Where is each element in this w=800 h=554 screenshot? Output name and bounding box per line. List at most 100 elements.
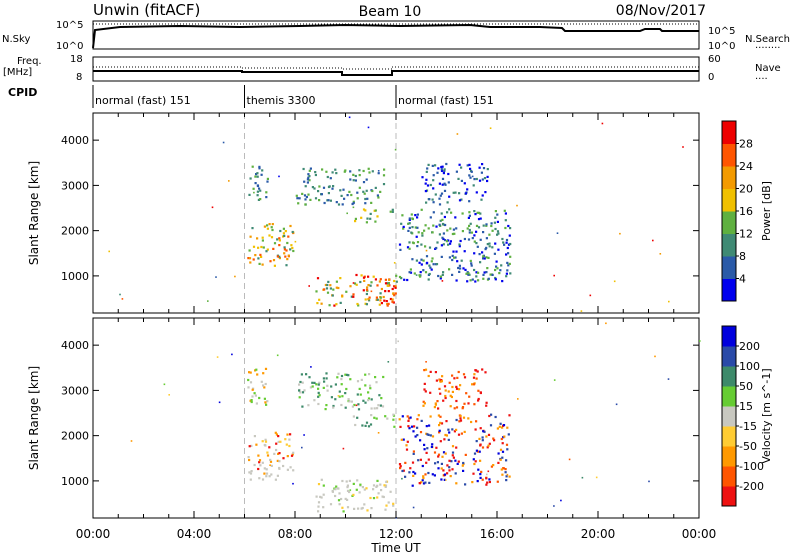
range-gate-cell (249, 261, 252, 264)
range-gate-cell (260, 380, 263, 383)
range-gate-cell (304, 198, 307, 201)
range-gate-cell (452, 250, 455, 253)
range-gate-cell (481, 251, 484, 254)
range-gate-cell (488, 242, 491, 245)
range-gate-cell (248, 458, 251, 462)
colorbar-segment (722, 346, 736, 367)
range-gate-cell (266, 400, 269, 403)
range-gate-cell (332, 185, 335, 188)
range-gate-cell (377, 432, 380, 434)
nave-line (93, 66, 699, 70)
range-gate-cell (500, 264, 503, 267)
range-gate-cell (458, 420, 461, 423)
range-gate-cell (248, 371, 251, 374)
range-gate-cell (391, 300, 394, 303)
range-gate-cell (384, 290, 387, 293)
range-gate-cell (455, 279, 458, 282)
colorbar-label: Velocity [m s^-1] (760, 368, 773, 463)
range-gate-cell (393, 262, 396, 264)
range-gate-cell (501, 473, 504, 476)
range-gate-cell (445, 434, 448, 437)
range-gate-cell (285, 443, 288, 446)
range-gate-cell (401, 477, 403, 480)
colorbar-tick-label: -100 (739, 460, 764, 473)
range-gate-cell (496, 427, 499, 430)
range-gate-cell (399, 467, 402, 470)
range-gate-cell (485, 271, 488, 274)
range-gate-cell (469, 222, 472, 225)
range-gate-cell (471, 481, 474, 484)
range-gate-cell (473, 240, 476, 243)
range-gate-cell (475, 177, 478, 181)
range-gate-cell (451, 254, 454, 257)
range-gate-cell (261, 461, 264, 464)
range-gate-cell (362, 181, 366, 184)
range-gate-cell (307, 176, 310, 179)
range-gate-cell (496, 480, 499, 483)
range-gate-cell (289, 224, 292, 228)
range-gate-cell (364, 424, 367, 427)
range-gate-cell (432, 211, 435, 214)
range-gate-cell (352, 173, 355, 176)
range-gate-cell (262, 246, 265, 249)
range-gate-cell (320, 478, 323, 481)
range-gate-cell (392, 418, 395, 421)
range-gate-cell (256, 194, 259, 197)
range-gate-cell (354, 217, 357, 220)
range-gate-cell (481, 163, 484, 166)
range-gate-cell (509, 255, 512, 258)
range-gate-cell (278, 452, 281, 455)
range-gate-cell (485, 223, 488, 226)
y-tick-label: 3000 (61, 179, 89, 192)
range-gate-cell (287, 254, 290, 257)
range-gate-cell (476, 245, 479, 248)
range-gate-cell (346, 506, 350, 509)
range-gate-cell (399, 465, 402, 468)
range-gate-cell (473, 452, 477, 455)
range-gate-cell (451, 454, 454, 457)
range-gate-cell (484, 191, 487, 194)
x-tick-label: 04:00 (177, 527, 212, 541)
range-gate-cell (284, 438, 287, 441)
range-gate-cell (457, 460, 460, 463)
range-gate-cell (427, 433, 430, 436)
range-gate-cell (351, 405, 354, 408)
range-gate-cell (329, 284, 332, 287)
colorbar-segment (722, 233, 736, 257)
range-gate-cell (373, 416, 376, 419)
range-gate-cell (457, 370, 460, 374)
range-gate-cell (459, 239, 462, 243)
range-gate-cell (505, 272, 508, 275)
range-gate-cell (276, 238, 279, 241)
range-gate-cell (338, 395, 341, 398)
range-gate-cell (289, 248, 292, 251)
range-gate-cell (284, 255, 287, 258)
range-gate-cell (420, 419, 423, 422)
range-gate-cell (455, 387, 459, 390)
range-gate-cell (358, 174, 361, 177)
range-gate-cell (278, 255, 281, 258)
range-gate-cell (437, 274, 440, 278)
y-axis-label: Slant Range [km] (27, 366, 41, 470)
range-gate-cell (323, 288, 326, 291)
range-gate-cell (356, 393, 359, 396)
range-gate-cell (410, 213, 413, 216)
freq-right-bottom-tick: 0 (708, 72, 714, 83)
range-gate-cell (553, 505, 555, 507)
range-gate-cell (273, 242, 277, 245)
range-gate-cell (269, 464, 271, 466)
range-gate-cell (451, 445, 455, 448)
range-gate-cell (431, 443, 434, 446)
range-gate-cell (405, 444, 408, 447)
power-panel: 1000 2000 3000 4000 Slant Range [km] 4 8 12 16 20… (27, 112, 773, 314)
range-gate-cell (314, 171, 317, 174)
range-gate-cell (255, 368, 258, 371)
range-gate-cell (440, 212, 443, 215)
range-gate-cell (379, 292, 382, 295)
range-gate-cell (367, 284, 370, 287)
range-gate-cell (508, 414, 511, 417)
range-gate-cell (438, 431, 441, 434)
range-gate-cell (368, 171, 371, 174)
range-gate-cell (250, 400, 253, 404)
range-gate-cell (423, 382, 426, 385)
